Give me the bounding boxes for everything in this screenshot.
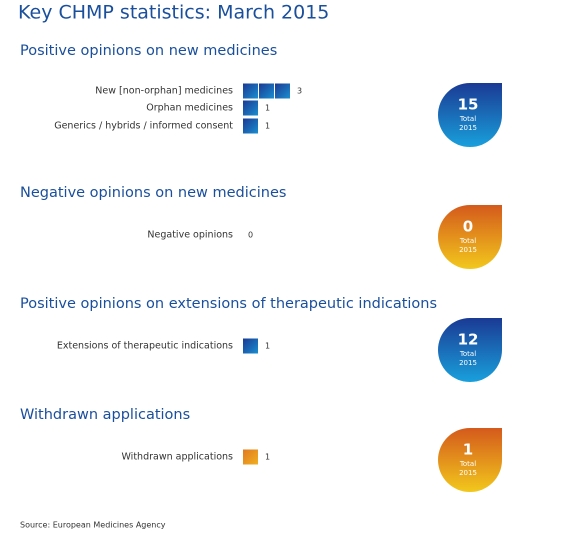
pictogram-bar	[243, 83, 290, 99]
item-label: New [non-orphan] medicines	[95, 86, 233, 97]
section-heading: Negative opinions on new medicines	[20, 185, 286, 201]
pictogram-bar	[243, 118, 258, 134]
pictogram-square	[275, 83, 290, 99]
total-label: Total	[459, 350, 476, 358]
pictogram-square	[259, 83, 274, 99]
pictogram-square	[243, 83, 258, 99]
total-label: Total	[459, 237, 476, 245]
total-badge	[438, 428, 502, 492]
total-year: 2015	[459, 246, 477, 254]
section-heading: Withdrawn applications	[20, 407, 190, 423]
total-badge	[438, 83, 502, 147]
pictogram-bar	[243, 100, 258, 116]
total-year: 2015	[459, 124, 477, 132]
page-title: Key CHMP statistics: March 2015	[18, 2, 329, 24]
item-value: 0	[248, 231, 253, 240]
item-value: 1	[265, 122, 270, 131]
item-value: 1	[265, 342, 270, 351]
total-year: 2015	[459, 359, 477, 367]
total-badge	[438, 318, 502, 382]
item-label: Withdrawn applications	[122, 452, 234, 463]
item-label: Negative opinions	[147, 230, 233, 241]
item-label: Orphan medicines	[146, 103, 233, 114]
section-heading: Positive opinions on extensions of thera…	[20, 296, 437, 312]
pictogram-square	[243, 118, 258, 134]
total-value: 1	[463, 441, 473, 459]
item-label: Extensions of therapeutic indications	[57, 341, 233, 352]
pictogram-square	[243, 100, 258, 116]
total-badge	[438, 205, 502, 269]
source: Source: European Medicines Agency	[20, 521, 166, 530]
total-year: 2015	[459, 469, 477, 477]
total-value: 12	[458, 331, 479, 349]
item-value: 3	[297, 87, 302, 96]
pictogram-bar	[243, 449, 258, 465]
item-label: Generics / hybrids / informed consent	[54, 121, 233, 132]
pictogram-square	[243, 449, 258, 465]
item-value: 1	[265, 104, 270, 113]
total-label: Total	[459, 115, 476, 123]
pictogram-square	[243, 338, 258, 354]
total-value: 15	[458, 96, 479, 114]
total-value: 0	[463, 218, 473, 236]
item-value: 1	[265, 453, 270, 462]
pictogram-bar	[243, 338, 258, 354]
total-label: Total	[459, 460, 476, 468]
section-heading: Positive opinions on new medicines	[20, 43, 277, 59]
